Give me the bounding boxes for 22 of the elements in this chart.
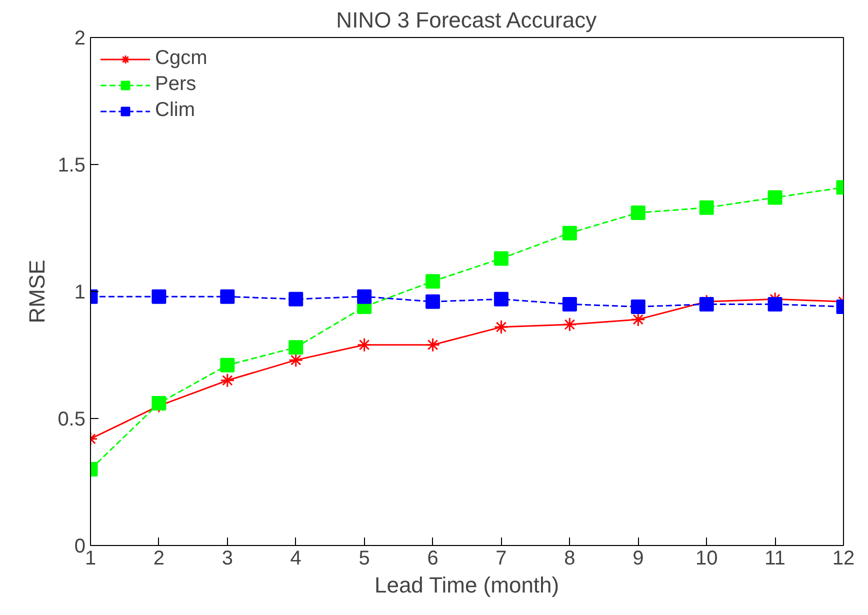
legend-label: Cgcm bbox=[155, 47, 208, 70]
y-tick-label: 1 bbox=[74, 282, 86, 304]
y-tick-label: 1.5 bbox=[58, 154, 86, 176]
x-tick-label: 2 bbox=[153, 548, 165, 570]
x-tick-label: 8 bbox=[564, 548, 576, 570]
legend-label: Pers bbox=[155, 73, 196, 96]
y-tick-label: 0 bbox=[74, 536, 86, 558]
chart-title: NINO 3 Forecast Accuracy bbox=[336, 8, 597, 32]
y-tick-label: 2 bbox=[74, 28, 86, 50]
x-tick-label: 6 bbox=[427, 548, 438, 570]
x-axis-title: Lead Time (month) bbox=[374, 572, 560, 598]
x-tick-label: 3 bbox=[222, 548, 233, 570]
y-tick-label: 0.5 bbox=[58, 408, 86, 430]
x-tick-label: 5 bbox=[358, 548, 370, 570]
x-tick-label: 12 bbox=[832, 548, 855, 570]
x-tick-label: 11 bbox=[764, 548, 786, 570]
x-tick-label: 7 bbox=[496, 548, 507, 570]
y-axis-title: RMSE bbox=[24, 260, 50, 324]
x-tick-label: 9 bbox=[632, 548, 644, 570]
legend-label: Clim bbox=[155, 99, 195, 122]
x-tick-label: 4 bbox=[290, 548, 302, 570]
x-tick-label: 10 bbox=[695, 548, 718, 570]
